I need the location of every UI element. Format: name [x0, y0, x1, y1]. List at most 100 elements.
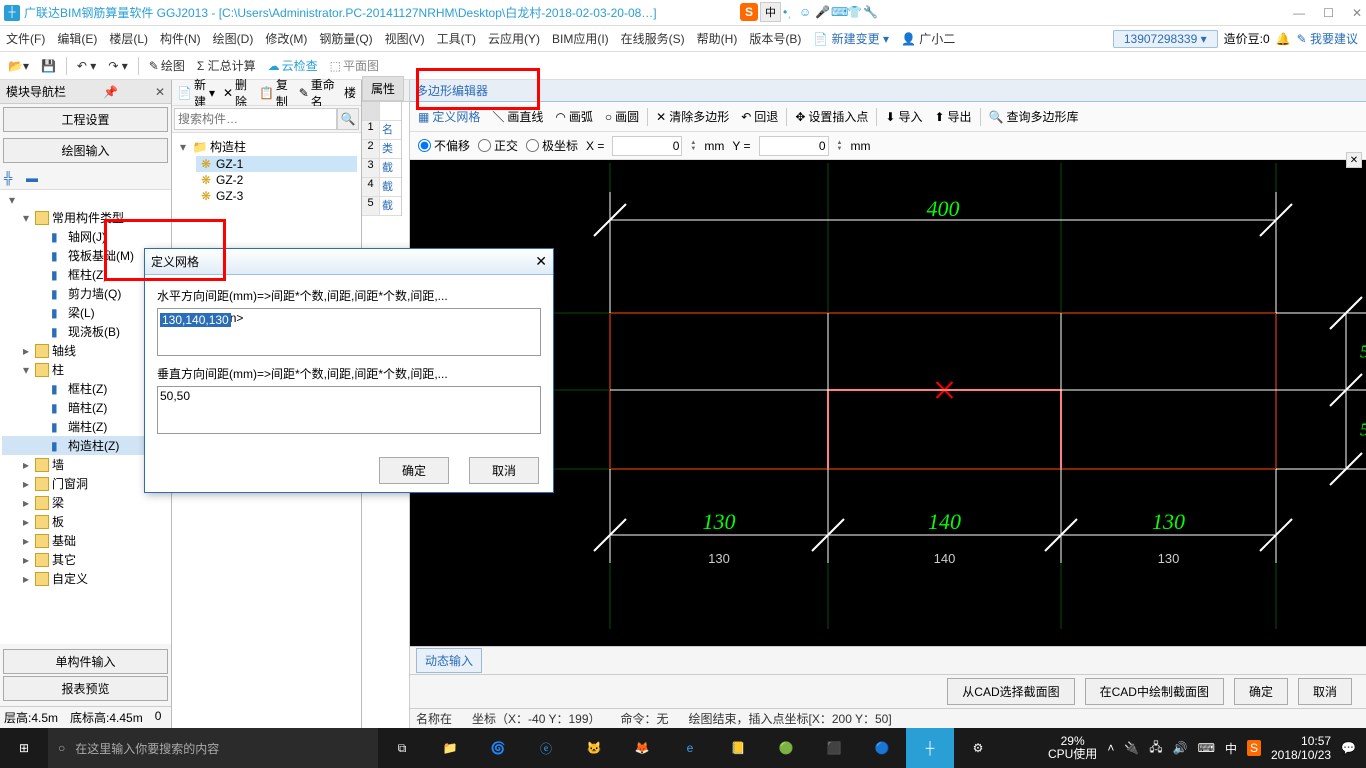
report-preview-button[interactable]: 报表预览: [3, 676, 168, 701]
cpu-meter[interactable]: 29% CPU使用: [1048, 735, 1097, 761]
tray-net-icon[interactable]: 🖧: [1149, 738, 1162, 759]
import-button[interactable]: ⬇ 导入: [881, 106, 926, 127]
ime-mic-icon[interactable]: 🎤: [815, 5, 829, 19]
menu-version[interactable]: 版本号(B): [743, 30, 807, 47]
tree-node[interactable]: ▮轴网(J): [2, 227, 169, 246]
x-input[interactable]: [612, 136, 682, 156]
tb-app-10[interactable]: ⚙: [954, 728, 1002, 768]
dialog-cancel-button[interactable]: 取消: [469, 457, 539, 484]
tray-vol-icon[interactable]: 🔊: [1173, 741, 1188, 755]
save-button[interactable]: 💾: [37, 57, 60, 75]
menu-file[interactable]: 文件(F): [0, 30, 51, 47]
ime-emoji-icon[interactable]: ☺: [799, 5, 813, 19]
ts-icon-2[interactable]: ▬: [26, 171, 42, 185]
redo-button[interactable]: ↷ ▾: [104, 57, 131, 75]
back-button[interactable]: ↶ 回退: [737, 106, 782, 127]
menu-draw[interactable]: 绘图(D): [207, 30, 260, 47]
single-input-button[interactable]: 单构件输入: [3, 649, 168, 674]
menu-view[interactable]: 视图(V): [379, 30, 431, 47]
menu-help[interactable]: 帮助(H): [691, 30, 744, 47]
suggestion-button[interactable]: ✎ 我要建议: [1297, 30, 1358, 47]
dialog-header[interactable]: 定义网格 ✕: [145, 249, 553, 275]
bell-icon[interactable]: 🔔: [1276, 32, 1291, 46]
ime-opt-icon[interactable]: •ˌ: [783, 5, 797, 19]
offset-ortho-radio[interactable]: 正交: [478, 137, 518, 154]
offset-none-radio[interactable]: 不偏移: [418, 137, 470, 154]
tree-node[interactable]: ▸其它: [2, 550, 169, 569]
define-grid-button[interactable]: ▦ 定义网格: [414, 106, 484, 127]
poly-lib-button[interactable]: 🔍 查询多边形库: [985, 106, 1083, 127]
tree-node[interactable]: ▸梁: [2, 493, 169, 512]
ime-lang[interactable]: 中: [760, 2, 781, 22]
tray-ime-icon[interactable]: ⌨: [1198, 741, 1215, 755]
menu-tool[interactable]: 工具(T): [431, 30, 482, 47]
tree-node[interactable]: ▸板: [2, 512, 169, 531]
ok-button[interactable]: 确定: [1234, 678, 1288, 705]
tb-app-2[interactable]: 🌀: [474, 728, 522, 768]
tb-ie-icon[interactable]: e: [666, 728, 714, 768]
offset-polar-radio[interactable]: 极坐标: [526, 137, 578, 154]
menu-member[interactable]: 构件(N): [154, 30, 207, 47]
panel-close-icon[interactable]: ✕: [1346, 152, 1362, 168]
x-spinner[interactable]: ▲▼: [690, 140, 696, 152]
tb-app-3[interactable]: 🐱: [570, 728, 618, 768]
draw-input-button[interactable]: 绘图输入: [3, 138, 168, 163]
cad-select-button[interactable]: 从CAD选择截面图: [947, 678, 1074, 705]
menu-online[interactable]: 在线服务(S): [615, 30, 691, 47]
tree-node[interactable]: ▾常用构件类型: [2, 208, 169, 227]
ime-skin-icon[interactable]: 👕: [847, 5, 861, 19]
nav-close-icon[interactable]: ✕: [155, 85, 165, 99]
tray-up-icon[interactable]: ˄: [1107, 741, 1114, 755]
nav-pin-icon[interactable]: 📌: [103, 85, 118, 99]
tray-lang[interactable]: 中: [1225, 740, 1237, 757]
minimize-button[interactable]: —: [1293, 6, 1305, 20]
menu-bim[interactable]: BIM应用(I): [546, 30, 615, 47]
export-button[interactable]: ⬆ 导出: [930, 106, 975, 127]
open-button[interactable]: 📂▾: [4, 57, 33, 75]
prop-tab-attr[interactable]: 属性: [362, 76, 404, 101]
member-item[interactable]: GZ-2: [216, 173, 243, 187]
menu-edit[interactable]: 编辑(E): [51, 30, 103, 47]
ime-kbd-icon[interactable]: ⌨: [831, 5, 845, 19]
search-input[interactable]: [174, 108, 337, 130]
floor-member-button[interactable]: 楼: [341, 82, 359, 103]
tb-app-4[interactable]: 🦊: [618, 728, 666, 768]
property-table[interactable]: 1名2类3截4截5截: [362, 102, 402, 216]
menu-cloud[interactable]: 云应用(Y): [482, 30, 546, 47]
cancel-button[interactable]: 取消: [1298, 678, 1352, 705]
tray-power-icon[interactable]: 🔌: [1124, 741, 1139, 755]
member-item[interactable]: GZ-1: [216, 157, 243, 171]
v-spacing-input[interactable]: [157, 386, 541, 434]
tb-app-6[interactable]: 🟢: [762, 728, 810, 768]
dialog-ok-button[interactable]: 确定: [379, 457, 449, 484]
ts-icon-1[interactable]: ╬: [4, 171, 20, 185]
tray-notif-icon[interactable]: 💬: [1341, 741, 1356, 755]
user-label[interactable]: 👤 广小二: [895, 30, 961, 47]
tb-app-7[interactable]: ⬛: [810, 728, 858, 768]
tb-app-9[interactable]: ┼: [906, 728, 954, 768]
menu-floor[interactable]: 楼层(L): [103, 30, 154, 47]
draw-circle-button[interactable]: ○ 画圆: [601, 106, 643, 127]
tray-clock[interactable]: 10:57 2018/10/23: [1271, 734, 1331, 762]
project-settings-button[interactable]: 工程设置: [3, 107, 168, 132]
tray-sogou-icon[interactable]: S: [1247, 740, 1261, 756]
search-button[interactable]: 🔍: [337, 108, 359, 130]
taskbar-search[interactable]: ○ 在这里输入你要搜索的内容: [48, 728, 378, 768]
tb-app-5[interactable]: 📒: [714, 728, 762, 768]
tb-app-8[interactable]: 🔵: [858, 728, 906, 768]
ime-tool-icon[interactable]: 🔧: [863, 5, 877, 19]
start-button[interactable]: ⊞: [0, 728, 48, 768]
tb-app-1[interactable]: 📁: [426, 728, 474, 768]
y-input[interactable]: [759, 136, 829, 156]
tree-node[interactable]: ▸自定义: [2, 569, 169, 588]
insert-point-button[interactable]: ✥ 设置插入点: [791, 106, 872, 127]
tree-node[interactable]: ▸基础: [2, 531, 169, 550]
menu-rebar[interactable]: 钢筋量(Q): [313, 30, 378, 47]
clear-poly-button[interactable]: ✕ 清除多边形: [652, 106, 733, 127]
cad-draw-button[interactable]: 在CAD中绘制截面图: [1085, 678, 1224, 705]
new-change-button[interactable]: 📄 新建变更 ▾: [807, 30, 895, 47]
tb-edge-icon[interactable]: ⓔ: [522, 728, 570, 768]
phone-badge[interactable]: 13907298339 ▾: [1113, 30, 1218, 48]
undo-button[interactable]: ↶ ▾: [73, 57, 100, 75]
maximize-button[interactable]: ☐: [1323, 6, 1334, 20]
